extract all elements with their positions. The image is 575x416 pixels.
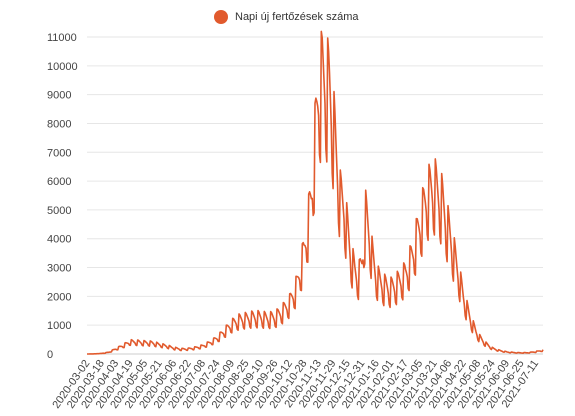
x-axis-labels: 2020-03-022020-03-182020-04-032020-04-19…	[50, 358, 541, 411]
y-tick-label: 1000	[47, 320, 71, 332]
gridlines	[87, 36, 543, 355]
y-tick-label: 11000	[47, 32, 77, 44]
y-tick-label: 4000	[47, 234, 71, 246]
y-tick-label: 3000	[47, 263, 71, 275]
series-line	[87, 30, 544, 355]
y-tick-label: 0	[47, 349, 53, 361]
legend-label: Napi új fertőzések száma	[235, 11, 359, 23]
legend-marker	[214, 10, 228, 24]
y-tick-label: 9000	[47, 90, 71, 102]
chart-legend: Napi új fertőzések száma	[214, 10, 359, 24]
y-tick-label: 8000	[47, 118, 71, 130]
y-tick-label: 10000	[47, 61, 78, 73]
y-axis-labels: 0 1000 2000 3000 4000 5000 6000 7000 8000 9000 100…	[47, 32, 78, 361]
series-layer	[87, 30, 544, 355]
y-tick-label: 2000	[47, 291, 71, 303]
y-tick-label: 5000	[47, 205, 71, 217]
y-tick-label: 7000	[47, 147, 71, 159]
y-tick-label: 6000	[47, 176, 71, 188]
